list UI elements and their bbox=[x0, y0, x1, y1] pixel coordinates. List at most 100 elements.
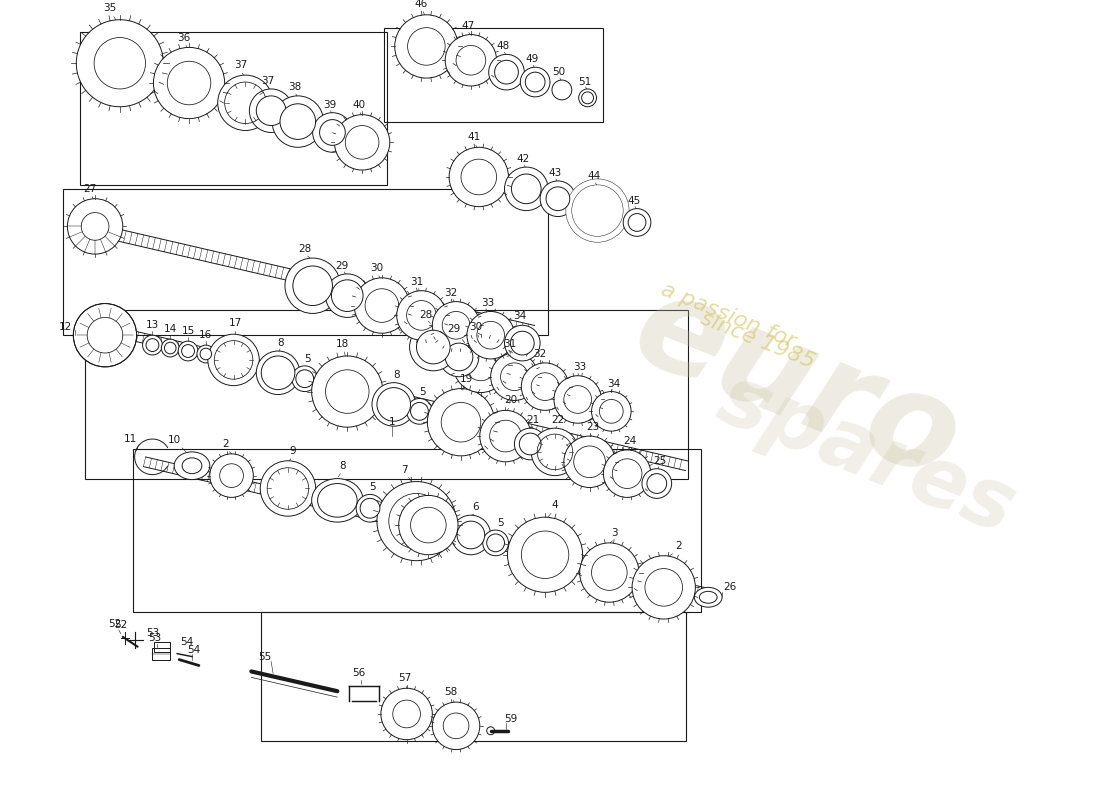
Text: 26: 26 bbox=[724, 582, 737, 592]
Text: 42: 42 bbox=[517, 154, 530, 164]
Text: 37: 37 bbox=[234, 60, 248, 70]
Text: 25: 25 bbox=[653, 456, 667, 466]
Text: 54: 54 bbox=[187, 645, 200, 654]
Text: 53: 53 bbox=[147, 633, 161, 643]
Text: 27: 27 bbox=[84, 184, 97, 194]
Ellipse shape bbox=[174, 452, 210, 479]
Text: 16: 16 bbox=[199, 330, 212, 340]
Ellipse shape bbox=[261, 461, 316, 516]
Ellipse shape bbox=[293, 266, 332, 306]
Ellipse shape bbox=[407, 398, 432, 424]
Ellipse shape bbox=[505, 326, 540, 361]
Bar bbox=[80, 31, 387, 185]
Ellipse shape bbox=[146, 338, 158, 351]
Text: 22: 22 bbox=[551, 415, 564, 426]
Ellipse shape bbox=[356, 494, 384, 522]
Ellipse shape bbox=[397, 290, 447, 340]
Text: 18: 18 bbox=[336, 339, 349, 349]
Ellipse shape bbox=[483, 530, 508, 556]
Text: 24: 24 bbox=[624, 436, 637, 446]
Ellipse shape bbox=[466, 311, 515, 359]
Text: 31: 31 bbox=[503, 339, 516, 349]
Text: 58: 58 bbox=[444, 687, 458, 698]
Text: 48: 48 bbox=[497, 42, 510, 51]
Ellipse shape bbox=[486, 534, 505, 552]
Text: 54: 54 bbox=[180, 637, 194, 646]
Text: 52: 52 bbox=[108, 619, 121, 629]
Text: 3: 3 bbox=[610, 528, 617, 538]
Text: 2: 2 bbox=[222, 439, 229, 449]
Text: 56: 56 bbox=[352, 669, 366, 678]
Text: 41: 41 bbox=[468, 133, 481, 142]
Text: 10: 10 bbox=[167, 435, 180, 445]
Text: 28: 28 bbox=[419, 310, 432, 321]
Text: 47: 47 bbox=[461, 21, 474, 30]
Text: 33: 33 bbox=[481, 298, 494, 307]
Ellipse shape bbox=[285, 258, 340, 314]
Text: euro: euro bbox=[616, 262, 978, 507]
Ellipse shape bbox=[554, 376, 602, 423]
Ellipse shape bbox=[197, 345, 215, 363]
Ellipse shape bbox=[183, 458, 202, 474]
Text: 11: 11 bbox=[124, 434, 138, 444]
Text: 50: 50 bbox=[552, 67, 565, 77]
Text: 6: 6 bbox=[473, 502, 480, 512]
Ellipse shape bbox=[292, 366, 318, 391]
Ellipse shape bbox=[446, 34, 496, 86]
Ellipse shape bbox=[526, 72, 546, 92]
Ellipse shape bbox=[449, 147, 508, 206]
Text: 23: 23 bbox=[586, 422, 600, 432]
Text: 44: 44 bbox=[587, 171, 601, 181]
Ellipse shape bbox=[488, 54, 525, 90]
Text: 32: 32 bbox=[534, 349, 547, 359]
Ellipse shape bbox=[432, 702, 480, 750]
Text: 13: 13 bbox=[146, 320, 160, 330]
Text: 45: 45 bbox=[627, 196, 640, 206]
Text: 52: 52 bbox=[114, 620, 128, 630]
Text: 57: 57 bbox=[398, 674, 411, 683]
Ellipse shape bbox=[178, 341, 198, 361]
Text: 36: 36 bbox=[177, 33, 190, 42]
Ellipse shape bbox=[456, 521, 485, 549]
Ellipse shape bbox=[200, 348, 211, 360]
Ellipse shape bbox=[318, 483, 358, 517]
Ellipse shape bbox=[320, 120, 345, 146]
Text: 15: 15 bbox=[182, 326, 195, 336]
Ellipse shape bbox=[624, 209, 651, 236]
Text: 40: 40 bbox=[353, 100, 365, 110]
Ellipse shape bbox=[250, 89, 293, 133]
Ellipse shape bbox=[428, 389, 495, 456]
Bar bbox=[261, 612, 686, 741]
Ellipse shape bbox=[505, 167, 548, 210]
Ellipse shape bbox=[410, 402, 428, 420]
Ellipse shape bbox=[312, 113, 352, 152]
Text: 34: 34 bbox=[513, 311, 526, 322]
Ellipse shape bbox=[439, 337, 478, 377]
Text: 29: 29 bbox=[448, 324, 461, 334]
Text: 4: 4 bbox=[551, 500, 559, 510]
Ellipse shape bbox=[409, 323, 456, 371]
Text: 20: 20 bbox=[504, 395, 517, 406]
Text: 8: 8 bbox=[277, 338, 284, 348]
Ellipse shape bbox=[540, 181, 575, 217]
Ellipse shape bbox=[326, 274, 368, 318]
Text: 9: 9 bbox=[289, 446, 296, 456]
Ellipse shape bbox=[272, 96, 323, 147]
Text: spares: spares bbox=[706, 358, 1026, 550]
Ellipse shape bbox=[700, 591, 717, 603]
Ellipse shape bbox=[491, 353, 538, 401]
Text: 5: 5 bbox=[370, 482, 376, 491]
Ellipse shape bbox=[565, 179, 629, 242]
Ellipse shape bbox=[354, 278, 409, 334]
Ellipse shape bbox=[395, 14, 458, 78]
Ellipse shape bbox=[580, 543, 639, 602]
Ellipse shape bbox=[446, 343, 473, 371]
Ellipse shape bbox=[360, 498, 379, 518]
Text: 46: 46 bbox=[415, 0, 428, 9]
Text: 31: 31 bbox=[410, 277, 424, 286]
Ellipse shape bbox=[546, 187, 570, 210]
Bar bbox=[85, 310, 689, 478]
Ellipse shape bbox=[143, 335, 163, 355]
Ellipse shape bbox=[451, 515, 491, 554]
Text: 1: 1 bbox=[388, 418, 395, 427]
